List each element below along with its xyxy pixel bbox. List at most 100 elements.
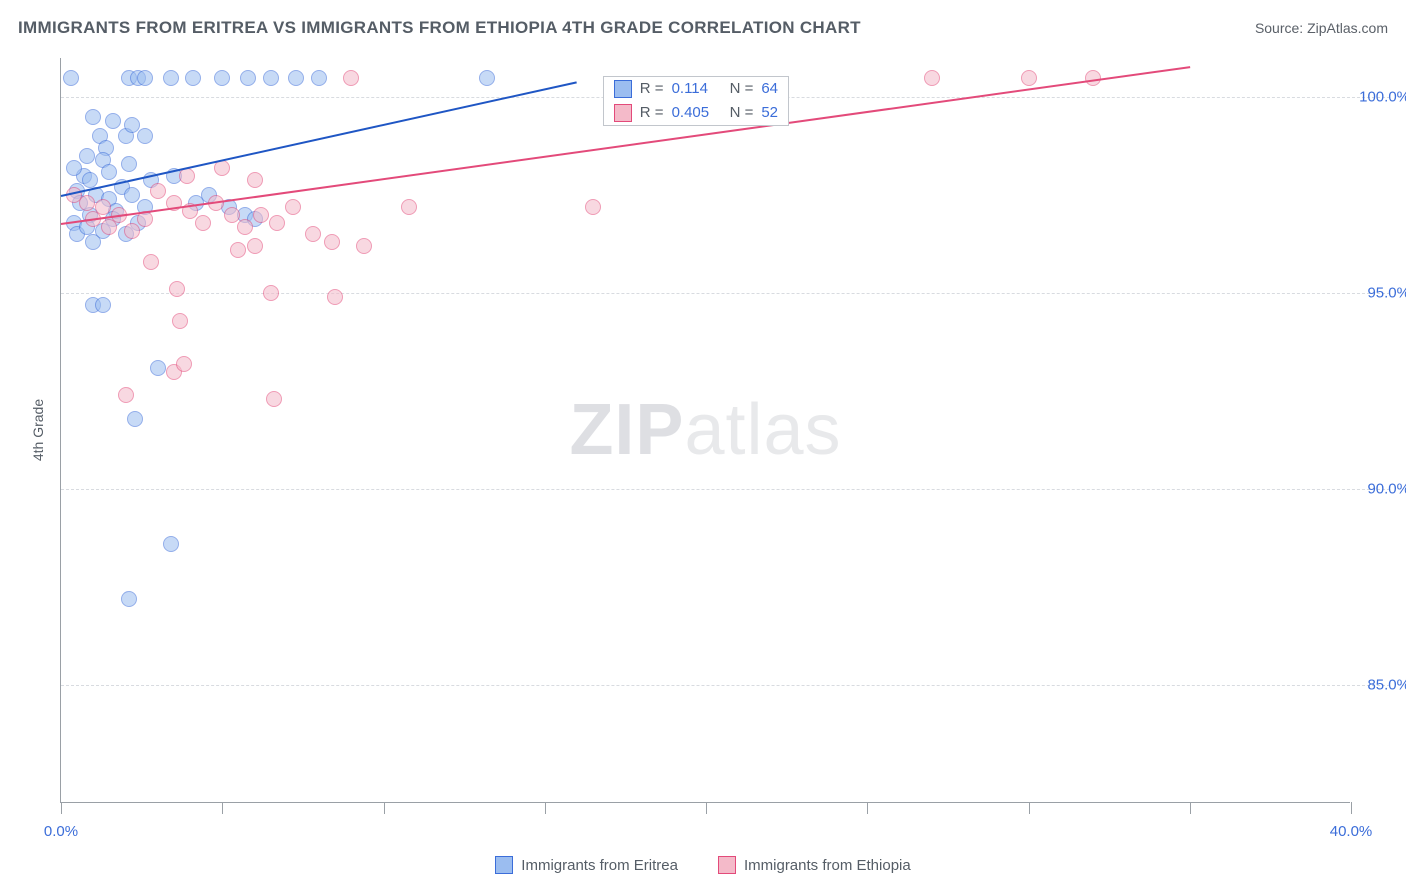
scatter-point xyxy=(95,297,111,313)
scatter-point xyxy=(124,223,140,239)
scatter-point xyxy=(118,387,134,403)
scatter-point xyxy=(288,70,304,86)
x-tick-mark-minor xyxy=(222,802,223,814)
stats-legend-row: R = 0.405 N = 52 xyxy=(604,101,788,125)
y-tick-label: 95.0% xyxy=(1355,285,1406,302)
x-tick-label: 40.0% xyxy=(1330,823,1373,840)
stats-r-label: R = xyxy=(640,80,664,97)
x-tick-mark-minor xyxy=(384,802,385,814)
scatter-point xyxy=(240,70,256,86)
x-tick-mark xyxy=(706,802,707,814)
x-tick-mark-minor xyxy=(1029,802,1030,814)
stats-legend-row: R = 0.114 N = 64 xyxy=(604,77,788,101)
source-label: Source: ZipAtlas.com xyxy=(1255,20,1388,36)
scatter-point xyxy=(121,591,137,607)
x-tick-label: 0.0% xyxy=(44,823,78,840)
scatter-point xyxy=(163,536,179,552)
scatter-point xyxy=(137,128,153,144)
title-bar: IMMIGRANTS FROM ERITREA VS IMMIGRANTS FR… xyxy=(18,18,1388,38)
scatter-point xyxy=(172,313,188,329)
x-tick-mark-minor xyxy=(545,802,546,814)
y-tick-label: 85.0% xyxy=(1355,677,1406,694)
scatter-point xyxy=(143,254,159,270)
scatter-point xyxy=(230,242,246,258)
scatter-point xyxy=(247,238,263,254)
scatter-point xyxy=(150,360,166,376)
scatter-point xyxy=(253,207,269,223)
legend-swatch xyxy=(718,856,736,874)
scatter-point xyxy=(124,187,140,203)
watermark-zip: ZIP xyxy=(569,390,684,470)
scatter-point xyxy=(237,219,253,235)
stats-r-value: 0.405 xyxy=(672,104,722,121)
scatter-point xyxy=(79,148,95,164)
grid-line-h xyxy=(61,685,1390,686)
scatter-point xyxy=(285,199,301,215)
grid-line-h xyxy=(61,489,1390,490)
scatter-point xyxy=(63,70,79,86)
scatter-point xyxy=(150,183,166,199)
scatter-point xyxy=(401,199,417,215)
scatter-point xyxy=(324,234,340,250)
grid-line-h xyxy=(61,293,1390,294)
y-tick-label: 90.0% xyxy=(1355,481,1406,498)
legend-label: Immigrants from Eritrea xyxy=(521,857,678,874)
legend-swatch xyxy=(614,80,632,98)
scatter-point xyxy=(101,164,117,180)
scatter-point xyxy=(1085,70,1101,86)
scatter-point xyxy=(263,70,279,86)
stats-n-label: N = xyxy=(730,104,754,121)
y-tick-label: 100.0% xyxy=(1355,89,1406,106)
scatter-point xyxy=(247,172,263,188)
scatter-point xyxy=(266,391,282,407)
scatter-point xyxy=(224,207,240,223)
scatter-point xyxy=(305,226,321,242)
stats-r-value: 0.114 xyxy=(672,80,722,97)
legend-label: Immigrants from Ethiopia xyxy=(744,857,911,874)
scatter-point xyxy=(356,238,372,254)
stats-legend: R = 0.114 N = 64 R = 0.405 N = 52 xyxy=(603,76,789,126)
scatter-point xyxy=(79,195,95,211)
scatter-point xyxy=(1021,70,1037,86)
stats-r-label: R = xyxy=(640,104,664,121)
x-tick-mark-minor xyxy=(867,802,868,814)
legend-swatch xyxy=(495,856,513,874)
scatter-point xyxy=(185,70,201,86)
y-axis-label: 4th Grade xyxy=(30,399,46,461)
scatter-point xyxy=(263,285,279,301)
scatter-point xyxy=(137,70,153,86)
x-tick-mark xyxy=(61,802,62,814)
scatter-point xyxy=(124,117,140,133)
chart-title: IMMIGRANTS FROM ERITREA VS IMMIGRANTS FR… xyxy=(18,18,861,38)
scatter-point xyxy=(195,215,211,231)
stats-n-value: 64 xyxy=(761,80,778,97)
plot-area: ZIPatlas 85.0%90.0%95.0%100.0%0.0%40.0%R… xyxy=(60,58,1350,803)
scatter-point xyxy=(163,70,179,86)
scatter-point xyxy=(105,113,121,129)
scatter-point xyxy=(214,70,230,86)
scatter-point xyxy=(327,289,343,305)
legend-item: Immigrants from Ethiopia xyxy=(718,856,911,874)
x-tick-mark-minor xyxy=(1190,802,1191,814)
bottom-legend: Immigrants from Eritrea Immigrants from E… xyxy=(0,856,1406,874)
scatter-point xyxy=(924,70,940,86)
x-tick-mark xyxy=(1351,802,1352,814)
scatter-point xyxy=(82,172,98,188)
scatter-point xyxy=(121,156,137,172)
legend-swatch xyxy=(614,104,632,122)
stats-n-label: N = xyxy=(730,80,754,97)
scatter-point xyxy=(169,281,185,297)
watermark-rest: atlas xyxy=(684,390,841,470)
scatter-point xyxy=(176,356,192,372)
stats-n-value: 52 xyxy=(761,104,778,121)
scatter-point xyxy=(479,70,495,86)
scatter-point xyxy=(585,199,601,215)
scatter-point xyxy=(127,411,143,427)
scatter-point xyxy=(269,215,285,231)
watermark: ZIPatlas xyxy=(569,389,841,471)
scatter-point xyxy=(66,160,82,176)
scatter-point xyxy=(343,70,359,86)
scatter-point xyxy=(85,109,101,125)
scatter-point xyxy=(311,70,327,86)
legend-item: Immigrants from Eritrea xyxy=(495,856,678,874)
